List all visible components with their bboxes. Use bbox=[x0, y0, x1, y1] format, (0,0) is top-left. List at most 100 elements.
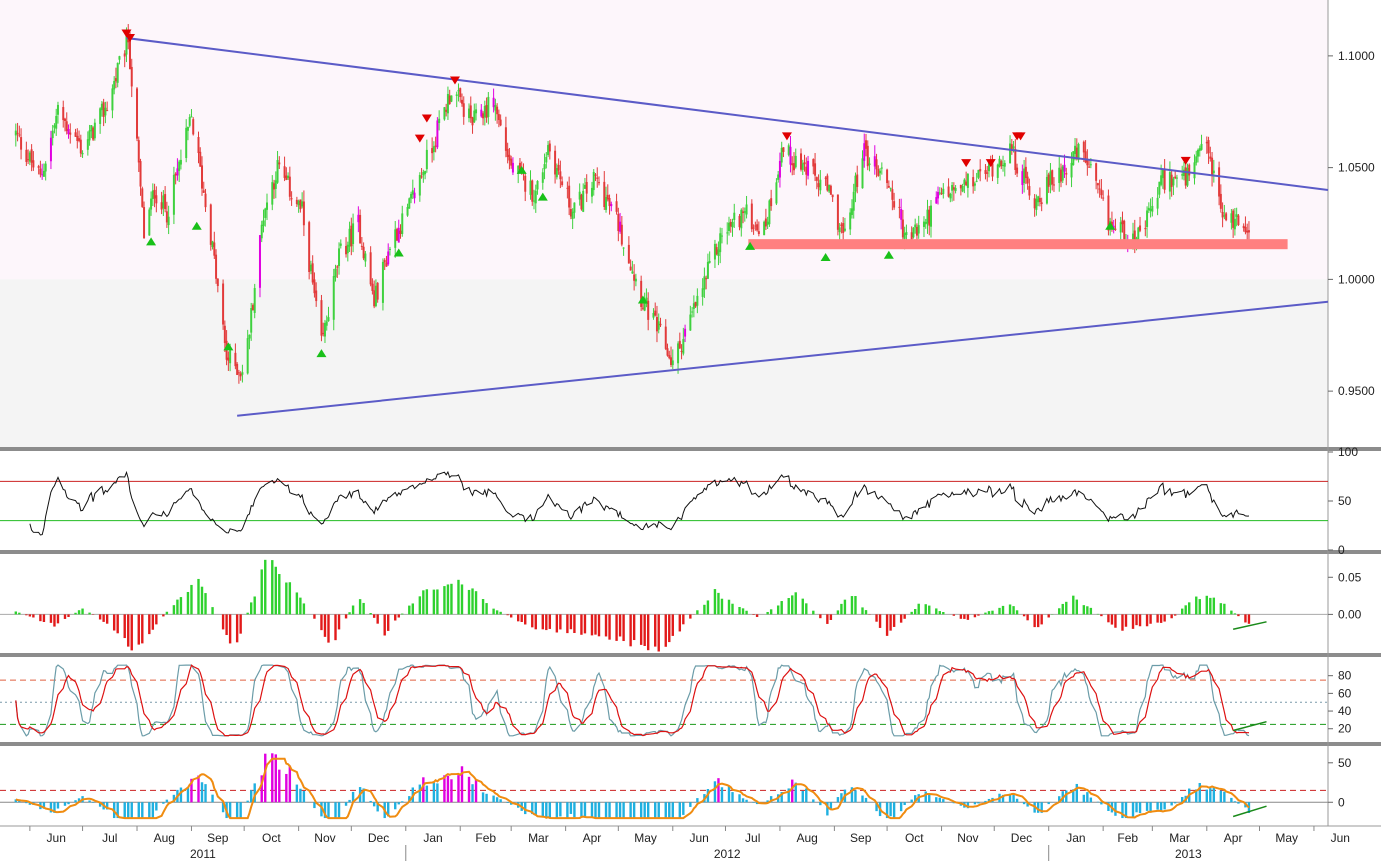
oscillator-bar bbox=[510, 614, 512, 617]
candle-body bbox=[1002, 165, 1004, 166]
panel-separator-3 bbox=[0, 742, 1381, 746]
candle-body bbox=[559, 171, 561, 179]
candle-body bbox=[570, 209, 572, 217]
candle-body bbox=[728, 223, 730, 231]
oscillator-bar bbox=[485, 603, 487, 614]
candle-body bbox=[422, 172, 424, 175]
candle-body bbox=[693, 303, 695, 309]
candle-body bbox=[1071, 163, 1073, 178]
oscillator-bar bbox=[914, 609, 916, 614]
candle-body bbox=[1201, 144, 1203, 150]
oscillator-bar bbox=[222, 614, 224, 629]
oscillator-bar bbox=[383, 614, 385, 635]
momentum-bar bbox=[475, 780, 477, 803]
oscillator-bar bbox=[433, 590, 435, 615]
candle-body bbox=[1065, 173, 1067, 175]
candle-body bbox=[50, 138, 52, 162]
oscillator-bar bbox=[791, 595, 793, 614]
oscillator-bar bbox=[239, 614, 241, 633]
oscillator-bar bbox=[910, 612, 912, 615]
momentum-bar bbox=[535, 802, 537, 815]
candle-body bbox=[1097, 183, 1099, 185]
candle-body bbox=[911, 232, 913, 239]
candle-body bbox=[775, 182, 777, 203]
candle bbox=[826, 174, 828, 192]
candle-body bbox=[1234, 219, 1236, 229]
candle-body bbox=[240, 374, 242, 377]
candle-body bbox=[224, 326, 226, 343]
momentum-bar bbox=[443, 775, 445, 802]
candle-body bbox=[714, 244, 716, 260]
momentum-bar bbox=[204, 784, 206, 802]
candle-body bbox=[176, 168, 178, 175]
momentum-bar bbox=[598, 802, 600, 818]
candle-body bbox=[252, 305, 254, 310]
candle-body bbox=[327, 317, 329, 321]
momentum-bar bbox=[334, 802, 336, 818]
month-label: Oct bbox=[905, 831, 924, 845]
momentum-bar bbox=[679, 802, 681, 818]
candle bbox=[396, 228, 398, 241]
momentum-bar bbox=[496, 797, 498, 802]
candle-body bbox=[1049, 171, 1051, 185]
momentum-bar bbox=[745, 800, 747, 803]
candle-body bbox=[1193, 162, 1195, 178]
candle-body bbox=[805, 167, 807, 175]
candle-body bbox=[277, 160, 279, 183]
candle-body bbox=[1041, 202, 1043, 204]
candle-body bbox=[730, 222, 732, 227]
candle-body bbox=[371, 284, 373, 291]
candle-body bbox=[494, 105, 496, 111]
candle-body bbox=[542, 172, 544, 183]
oscillator-bar bbox=[236, 614, 238, 642]
candle-body bbox=[197, 137, 199, 153]
momentum-bar bbox=[1090, 798, 1092, 803]
candle-body bbox=[298, 201, 300, 205]
oscillator-bar bbox=[88, 613, 90, 615]
oscillator-bar bbox=[679, 614, 681, 631]
candle-body bbox=[765, 219, 767, 227]
candle-body bbox=[744, 211, 746, 213]
oscillator-bar bbox=[201, 587, 203, 615]
candle-body bbox=[215, 255, 217, 279]
month-label: Mar bbox=[1169, 831, 1190, 845]
momentum-bar bbox=[622, 802, 624, 818]
candle-body bbox=[1009, 144, 1011, 164]
month-label: Sep bbox=[207, 831, 229, 845]
candle-body bbox=[1023, 169, 1025, 184]
momentum-bar bbox=[398, 802, 400, 804]
candle-body bbox=[986, 172, 988, 173]
momentum-bar bbox=[468, 777, 470, 802]
oscillator-bar bbox=[155, 614, 157, 624]
candle-body bbox=[284, 166, 286, 178]
candle-body bbox=[217, 279, 219, 286]
candle-body bbox=[138, 140, 140, 162]
oscillator-bar bbox=[521, 614, 523, 622]
candle-body bbox=[890, 188, 892, 189]
candle-body bbox=[401, 213, 403, 234]
momentum-bar bbox=[74, 800, 76, 802]
candle-body bbox=[679, 341, 681, 349]
oscillator-bar bbox=[482, 599, 484, 614]
momentum-bar bbox=[974, 802, 976, 804]
candle-body bbox=[1206, 142, 1208, 143]
candle-body bbox=[902, 219, 904, 237]
momentum-bar bbox=[67, 802, 69, 804]
candle-body bbox=[619, 222, 621, 232]
candle-body bbox=[566, 188, 568, 189]
candle-body bbox=[64, 119, 66, 121]
candle bbox=[768, 199, 770, 227]
oscillator-bar bbox=[1244, 614, 1246, 622]
candle-body bbox=[1100, 190, 1102, 195]
candle-body bbox=[31, 149, 33, 162]
candle-body bbox=[345, 246, 347, 254]
candle-body bbox=[78, 138, 80, 141]
candle-body bbox=[879, 171, 881, 174]
momentum-bar bbox=[812, 799, 814, 802]
candle-body bbox=[111, 88, 113, 110]
candle-body bbox=[1230, 213, 1232, 222]
candle-body bbox=[763, 222, 765, 235]
price-tick-label: 0.9500 bbox=[1338, 384, 1375, 398]
candle-body bbox=[667, 348, 669, 355]
oscillator-bar bbox=[1234, 613, 1236, 614]
